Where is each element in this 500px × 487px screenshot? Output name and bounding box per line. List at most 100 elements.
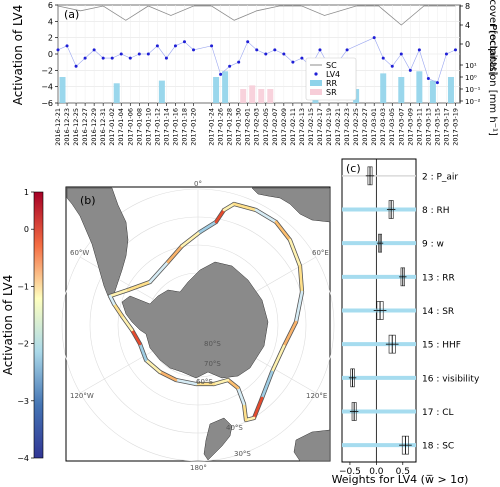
land-masses <box>66 187 331 462</box>
map-label-40S: 40°S <box>226 424 243 432</box>
precip-bar-rr <box>447 77 454 103</box>
track-segment <box>222 202 236 212</box>
left-tick-label: 6 <box>48 1 53 10</box>
date-tick-label: 2017-02-11 <box>289 108 297 146</box>
lv4-point <box>390 64 394 68</box>
date-tick-label: 2017-03-17 <box>442 108 450 146</box>
lv4-point <box>192 48 196 52</box>
track-segment <box>108 294 116 306</box>
track-segment <box>130 328 142 346</box>
date-tick-label: 2017-02-05 <box>262 108 270 146</box>
track-segment <box>174 378 198 386</box>
africa <box>251 187 331 223</box>
date-tick-label: 2017-02-03 <box>253 108 261 146</box>
precip-bar-sr <box>267 89 274 103</box>
track-segment <box>242 402 248 422</box>
lv4-point <box>210 44 214 48</box>
precip-bar-rr <box>380 73 387 103</box>
panel-a-legend: SC LV4 RR SR <box>305 57 357 101</box>
sky-cover-series <box>57 5 456 26</box>
lv4-series <box>56 36 457 85</box>
lv4-point <box>381 56 385 60</box>
lv4-point <box>74 64 78 68</box>
new-zealand <box>203 417 233 461</box>
panel-c-xlabel: Weights for LV4 (w̅ > 1σ) <box>332 473 469 486</box>
map-label-120E: 120°E <box>306 392 327 400</box>
colorbar-tick-label: 1 <box>24 188 29 197</box>
lv4-point <box>56 48 60 52</box>
track-segment <box>282 320 298 348</box>
lv4-point <box>101 56 105 60</box>
lv4-point <box>92 48 96 52</box>
left-tick-label: −4 <box>41 83 53 92</box>
map-label-60W: 60°W <box>70 249 89 257</box>
date-tick-label: 2017-01-20 <box>190 108 198 146</box>
precip-bar-rr <box>398 77 405 103</box>
map-labels: 0° 60°W 60°E 120°W 120°E 180° 30°S 40°S … <box>70 180 329 472</box>
precip-bar-rr <box>158 80 165 103</box>
legend-rr-label: RR <box>326 79 338 88</box>
precip-bar-rr <box>416 71 423 103</box>
ship-track <box>107 201 305 423</box>
panel-a-ylabel: Activation of LV4 <box>11 5 25 105</box>
track-segment <box>148 260 170 284</box>
date-tick-label: 2017-01-28 <box>226 108 234 146</box>
lv4-point <box>291 60 295 64</box>
lv4-line <box>57 37 456 84</box>
antarctica <box>121 261 269 379</box>
date-tick-label: 2017-02-09 <box>280 108 288 146</box>
panel-b-label: (b) <box>80 194 96 207</box>
colorbar-tick-label: −1 <box>17 282 29 291</box>
track-segment <box>294 290 304 324</box>
precip-tick-label: 10⁻² <box>465 98 481 106</box>
track-segment <box>236 386 246 406</box>
track-segment <box>158 370 178 382</box>
lv4-point <box>65 44 69 48</box>
precip-bar-rr <box>213 77 220 103</box>
date-tick-label: 2017-02-15 <box>307 108 315 146</box>
lv4-point <box>83 56 87 60</box>
date-tick-label: 2017-01-26 <box>217 108 225 146</box>
weight-category-label: 14 : SR <box>422 307 454 317</box>
lv4-point <box>219 72 223 76</box>
date-tick-label: 2017-02-21 <box>334 108 342 146</box>
panel-c-xticks: −0.5 0.0 0.5 <box>339 462 410 477</box>
date-tick-label: 2017-01-08 <box>135 108 143 146</box>
sky-tick-label: 8 <box>465 2 470 11</box>
weight-category-label: 15 : HHF <box>422 341 461 351</box>
lv4-point <box>435 81 439 85</box>
weight-category-label: 13 : RR <box>422 273 455 283</box>
precip-bar-rr <box>59 77 66 103</box>
lv4-point <box>246 40 250 44</box>
precip-tick-label: 10⁰ <box>465 74 477 82</box>
track-segment <box>212 378 230 386</box>
track-segment <box>288 238 302 268</box>
precip-bar-sr <box>249 85 256 103</box>
precipitation-bars <box>59 71 454 103</box>
precip-tick-label: 10⁻¹ <box>465 86 481 94</box>
lv4-point <box>399 52 403 56</box>
legend-sc-label: SC <box>326 61 337 70</box>
date-tick-label: 2016-12-25 <box>72 108 80 146</box>
panel-b: 1 0 −1 −2 −3 −4 Activation of LV4 0° 60°W 60°… <box>1 180 335 472</box>
date-tick-label: 2017-03-01 <box>370 108 378 146</box>
sky-cover-line <box>57 5 456 26</box>
date-tick-label: 2017-03-07 <box>397 108 405 146</box>
date-tick-label: 2017-01-02 <box>108 108 116 146</box>
track-segment <box>254 208 278 224</box>
precip-bar-rr <box>113 83 120 103</box>
colorbar-tick-label: −3 <box>17 397 29 406</box>
date-tick-label: 2017-03-03 <box>379 108 387 146</box>
lv4-point <box>182 40 186 44</box>
date-tick-label: 2017-02-27 <box>361 108 369 146</box>
weight-category-label: 16 : visibility <box>422 374 480 384</box>
date-tick-label: 2016-12-27 <box>81 108 89 146</box>
date-tick-label: 2017-03-15 <box>433 108 441 146</box>
date-tick-label: 2017-02-01 <box>244 108 252 146</box>
left-tick-label: 4 <box>48 17 53 26</box>
date-tick-label: 2017-02-25 <box>352 108 360 146</box>
date-tick-label: 2017-01-18 <box>181 108 189 146</box>
map-label-0E: 0° <box>194 180 202 188</box>
colorbar-tick-label: −4 <box>17 454 29 463</box>
